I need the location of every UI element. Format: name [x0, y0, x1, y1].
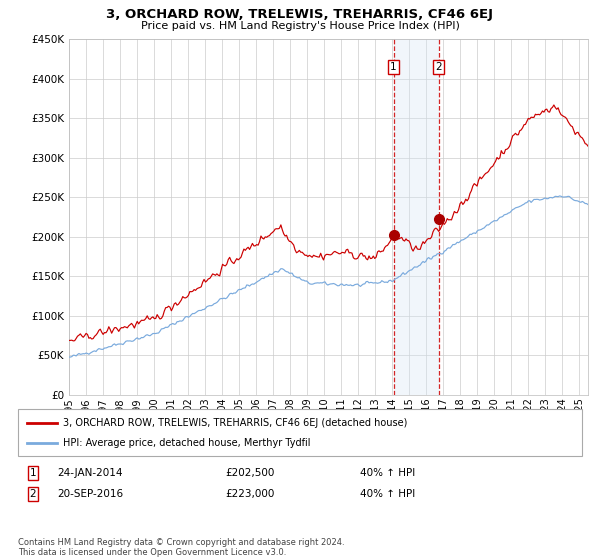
- Text: 3, ORCHARD ROW, TRELEWIS, TREHARRIS, CF46 6EJ (detached house): 3, ORCHARD ROW, TRELEWIS, TREHARRIS, CF4…: [63, 418, 407, 428]
- Text: 20-SEP-2016: 20-SEP-2016: [57, 489, 123, 499]
- Text: 24-JAN-2014: 24-JAN-2014: [57, 468, 122, 478]
- Text: 1: 1: [29, 468, 37, 478]
- Text: 3, ORCHARD ROW, TRELEWIS, TREHARRIS, CF46 6EJ: 3, ORCHARD ROW, TRELEWIS, TREHARRIS, CF4…: [107, 8, 493, 21]
- Text: Price paid vs. HM Land Registry's House Price Index (HPI): Price paid vs. HM Land Registry's House …: [140, 21, 460, 31]
- Bar: [394, 39, 439, 395]
- Text: 2: 2: [29, 489, 37, 499]
- Text: Contains HM Land Registry data © Crown copyright and database right 2024.
This d: Contains HM Land Registry data © Crown c…: [18, 538, 344, 557]
- Text: 40% ↑ HPI: 40% ↑ HPI: [360, 489, 415, 499]
- Text: £223,000: £223,000: [225, 489, 274, 499]
- Text: 2: 2: [436, 62, 442, 72]
- Text: HPI: Average price, detached house, Merthyr Tydfil: HPI: Average price, detached house, Mert…: [63, 438, 311, 448]
- Text: 1: 1: [390, 62, 397, 72]
- Text: £202,500: £202,500: [225, 468, 274, 478]
- Text: 40% ↑ HPI: 40% ↑ HPI: [360, 468, 415, 478]
